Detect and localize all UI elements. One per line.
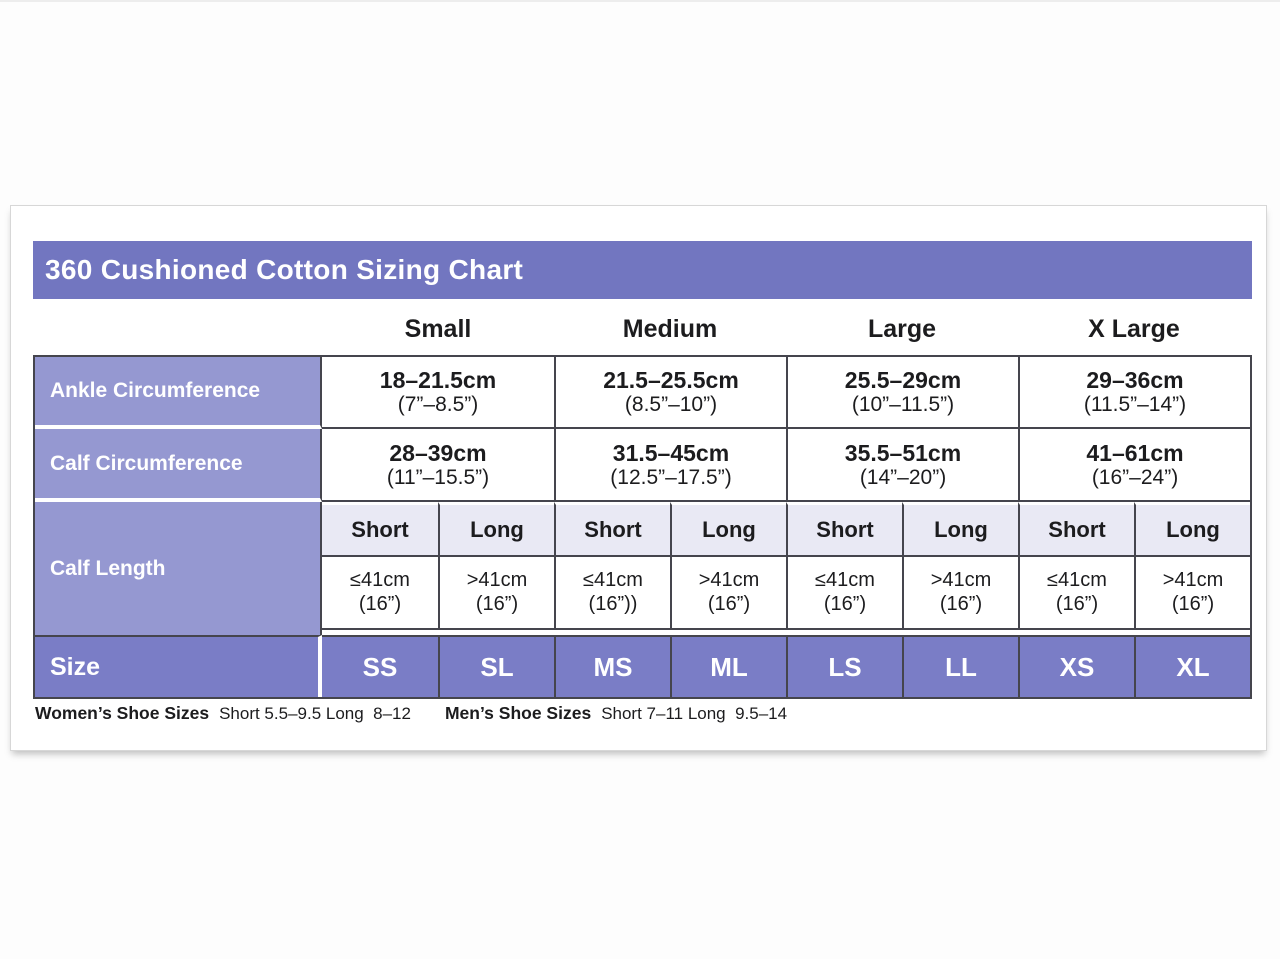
calf-length-cell-medium-long: >41cm (16”) [670,557,786,630]
size-code-ls: LS [786,635,902,697]
calf-length-value: >41cm [466,568,528,591]
calf-length-inches: (16”) [358,592,402,615]
shoe-size-footnote: Women’s Shoe Sizes Short 5.5–9.5 Long 8–… [35,703,787,724]
size-code-sl: SL [438,635,554,697]
mens-shoe-sizes-label: Men’s Shoe Sizes [444,703,592,723]
ankle-medium-inches: (8.5”–10”) [624,393,718,417]
calf-length-cell-large-long: >41cm (16”) [902,557,1018,630]
womens-shoe-sizes-label: Women’s Shoe Sizes [35,703,210,723]
size-header-small: Small [404,315,472,343]
calfcirc-medium-cm: 31.5–45cm [612,439,730,466]
ankle-xlarge-inches: (11.5”–14”) [1083,393,1187,417]
size-code-xs: XS [1018,635,1134,697]
calfcirc-xlarge-inches: (16”–24”) [1091,465,1179,489]
calf-length-cell-xlarge-long: >41cm (16”) [1134,557,1250,630]
calfcirc-small-inches: (11”–15.5”) [386,465,490,489]
ankle-xlarge-cm: 29–36cm [1086,367,1184,394]
table-cell-calfcirc-small: 28–39cm (11”–15.5”) [322,429,554,502]
size-header-medium: Medium [622,315,718,343]
calfcirc-medium-inches: (12.5”–17.5”) [610,465,732,489]
table-cell-ankle-medium: 21.5–25.5cm (8.5”–10”) [554,357,786,429]
calf-length-inches: (16”) [707,592,751,615]
row-label-size: Size [35,635,322,697]
calf-length-cell-small-long: >41cm (16”) [438,557,554,630]
row-label-calf-circumference: Calf Circumference [35,429,322,502]
row-label-calf-length: Calf Length [35,502,322,635]
length-header-small-long: Long [438,502,554,557]
calf-length-inches: (16”) [939,592,983,615]
calf-length-cell-xlarge-short: ≤41cm (16”) [1018,557,1134,630]
size-header-xlarge: X Large [1088,315,1180,343]
sizing-chart-card: 360 Cushioned Cotton Sizing Chart Small … [10,205,1267,751]
calf-length-value: >41cm [930,568,992,591]
size-code-ml: ML [670,635,786,697]
table-cell-calfcirc-large: 35.5–51cm (14”–20”) [786,429,1018,502]
size-code-ll: LL [902,635,1018,697]
length-header-medium-long: Long [670,502,786,557]
chart-title: 360 Cushioned Cotton Sizing Chart [45,254,524,285]
size-code-xl: XL [1134,635,1250,697]
calf-length-value: >41cm [1162,568,1224,591]
calf-length-inches: (16”) [1171,592,1215,615]
womens-shoe-sizes-value: Short 5.5–9.5 Long 8–12 [219,704,411,723]
mens-shoe-sizes-value: Short 7–11 Long 9.5–14 [601,704,788,723]
size-header-large: Large [867,315,937,343]
calfcirc-large-inches: (14”–20”) [859,465,947,489]
length-header-large-long: Long [902,502,1018,557]
calf-length-cell-large-short: ≤41cm (16”) [786,557,902,630]
calf-length-cell-medium-short: ≤41cm (16”)) [554,557,670,630]
calf-length-value: >41cm [698,568,760,591]
table-cell-ankle-xlarge: 29–36cm (11.5”–14”) [1018,357,1250,429]
row-label-ankle-circumference: Ankle Circumference [35,357,322,429]
size-code-ss: SS [322,635,438,697]
sizing-table: Ankle Circumference 18–21.5cm (7”–8.5”) … [33,355,1252,699]
size-header-row: Small Medium Large X Large [322,307,1250,352]
calf-length-inches: (16”) [1055,592,1099,615]
ankle-small-inches: (7”–8.5”) [397,393,479,417]
length-header-medium-short: Short [554,502,670,557]
ankle-large-inches: (10”–11.5”) [851,393,955,417]
length-header-xlarge-long: Long [1134,502,1250,557]
calf-length-value: ≤41cm [1047,568,1107,591]
table-cell-calfcirc-medium: 31.5–45cm (12.5”–17.5”) [554,429,786,502]
ankle-medium-cm: 21.5–25.5cm [603,367,739,394]
length-header-xlarge-short: Short [1018,502,1134,557]
calf-length-inches: (16”) [823,592,867,615]
table-cell-calfcirc-xlarge: 41–61cm (16”–24”) [1018,429,1250,502]
calfcirc-xlarge-cm: 41–61cm [1086,439,1184,466]
size-code-ms: MS [554,635,670,697]
calf-length-inches: (16”)) [588,592,638,615]
length-header-large-short: Short [786,502,902,557]
calf-length-value: ≤41cm [583,568,643,591]
ankle-small-cm: 18–21.5cm [379,367,497,394]
table-cell-ankle-small: 18–21.5cm (7”–8.5”) [322,357,554,429]
chart-title-bar: 360 Cushioned Cotton Sizing Chart [33,241,1252,299]
calf-length-value: ≤41cm [815,568,875,591]
calfcirc-small-cm: 28–39cm [389,439,487,466]
table-cell-ankle-large: 25.5–29cm (10”–11.5”) [786,357,1018,429]
calfcirc-large-cm: 35.5–51cm [844,439,962,466]
calf-length-inches: (16”) [475,592,519,615]
calf-length-cell-small-short: ≤41cm (16”) [322,557,438,630]
ankle-large-cm: 25.5–29cm [844,367,962,394]
calf-length-value: ≤41cm [350,568,410,591]
length-header-small-short: Short [322,502,438,557]
